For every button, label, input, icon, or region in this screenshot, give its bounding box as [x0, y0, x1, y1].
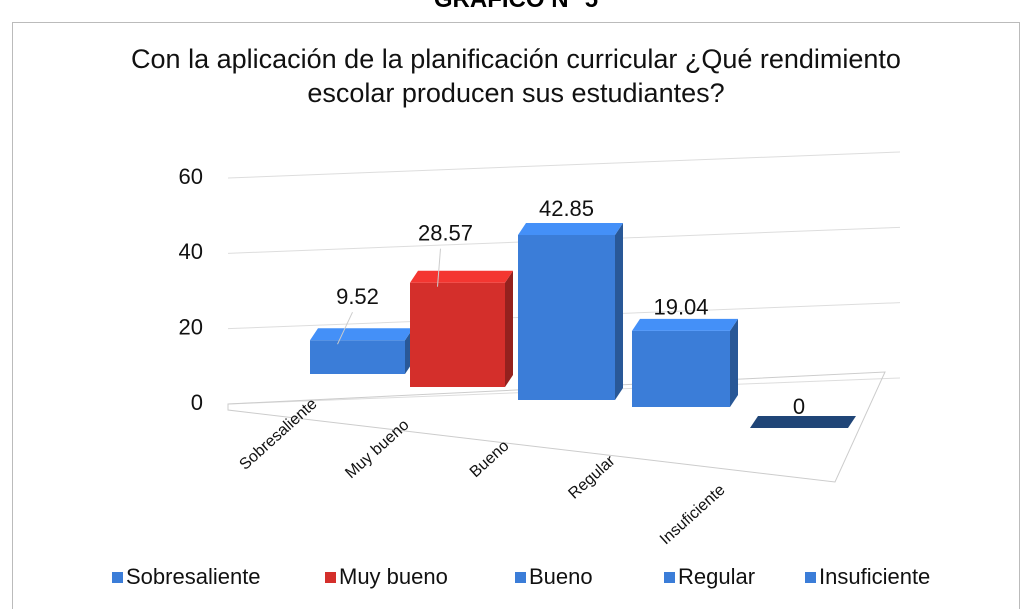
bar	[310, 328, 413, 374]
y-tick-label: 40	[179, 239, 203, 264]
bar-top	[310, 328, 413, 341]
bar	[410, 270, 513, 387]
legend-label: Sobresaliente	[126, 564, 261, 589]
header: GRAFICO N° 5	[0, 0, 1032, 14]
legend-swatch	[664, 572, 675, 583]
x-tick-label: Muy bueno	[342, 416, 412, 482]
value-label: 19.04	[653, 295, 708, 320]
leader-line	[337, 311, 353, 345]
bar-top	[410, 270, 513, 283]
y-tick-label: 60	[179, 164, 203, 189]
bar-top	[518, 223, 623, 236]
bar	[750, 416, 856, 428]
bar	[518, 223, 623, 400]
x-tick-label: Insuficiente	[657, 481, 729, 548]
x-tick-label: Bueno	[467, 437, 513, 481]
bar-front	[632, 330, 730, 407]
bar	[632, 318, 738, 407]
bar-front	[410, 282, 505, 387]
x-tick-label: Sobresaliente	[236, 395, 320, 473]
bar-front	[310, 340, 405, 374]
bar-side	[505, 270, 513, 387]
legend-label: Muy bueno	[339, 564, 448, 589]
chart-frame	[12, 22, 1020, 609]
legend-label: Bueno	[529, 564, 593, 589]
bar-front	[518, 235, 615, 400]
value-label: 9.52	[336, 284, 379, 309]
legend-swatch	[112, 572, 123, 583]
x-tick-label: Regular	[565, 452, 619, 503]
legend-swatch	[805, 572, 816, 583]
bar-side	[730, 318, 738, 407]
legend-swatch	[515, 572, 526, 583]
value-label: 28.57	[418, 221, 473, 246]
y-tick-label: 20	[179, 314, 203, 339]
bar-top	[632, 318, 738, 331]
bar-top	[750, 416, 856, 428]
legend-swatch	[325, 572, 336, 583]
chart-title: Con la aplicación de la planificación cu…	[131, 44, 901, 108]
grid-line	[227, 151, 901, 179]
value-label: 0	[793, 394, 805, 419]
y-tick-label: 0	[191, 390, 203, 415]
legend-label: Regular	[678, 564, 755, 589]
value-label: 42.85	[539, 196, 594, 221]
legend-label: Insuficiente	[819, 564, 930, 589]
bar-side	[615, 223, 623, 400]
leader-line	[437, 248, 441, 287]
